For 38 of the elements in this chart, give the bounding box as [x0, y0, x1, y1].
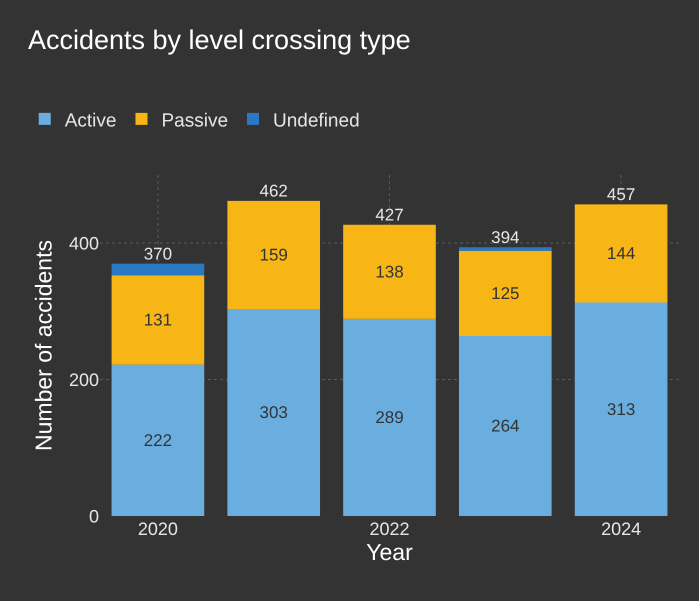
total-label: 427 [375, 206, 404, 225]
data-label: 313 [606, 400, 636, 419]
total-label: 462 [260, 182, 288, 201]
bar [574, 204, 668, 303]
bar [343, 224, 436, 319]
bar [227, 309, 320, 516]
data-label: 125 [491, 284, 520, 303]
bar [227, 200, 320, 310]
bar [458, 336, 552, 516]
x-tick-label: 2020 [138, 519, 178, 539]
data-label: 303 [260, 403, 288, 422]
x-tick-label: 2024 [601, 519, 642, 539]
bar [112, 364, 204, 516]
y-tick-label: 200 [68, 370, 99, 390]
legend-label: Undefined [273, 110, 360, 132]
bar [458, 250, 552, 336]
x-axis-title: Year [366, 539, 414, 565]
bar [343, 318, 436, 516]
data-label: 264 [491, 416, 520, 436]
chart-title: Accidents by level crossing type [28, 24, 411, 55]
data-label: 222 [144, 430, 172, 450]
total-label: 457 [606, 185, 636, 204]
x-tick-label: 2022 [369, 519, 410, 539]
total-label: 394 [491, 228, 520, 248]
data-label: 144 [606, 244, 636, 263]
y-axis-title: Number of accidents [30, 240, 56, 451]
bar [112, 275, 204, 365]
legend-label: Passive [161, 110, 228, 132]
legend-label: Active [64, 110, 116, 132]
y-tick-label: 400 [68, 234, 99, 254]
data-label: 289 [375, 408, 404, 427]
total-label: 370 [144, 244, 172, 264]
bar [574, 302, 668, 516]
bar [112, 264, 204, 276]
data-label: 138 [375, 262, 404, 282]
data-label: 131 [144, 310, 172, 330]
y-tick-label: 0 [88, 506, 99, 526]
data-label: 159 [260, 246, 288, 265]
